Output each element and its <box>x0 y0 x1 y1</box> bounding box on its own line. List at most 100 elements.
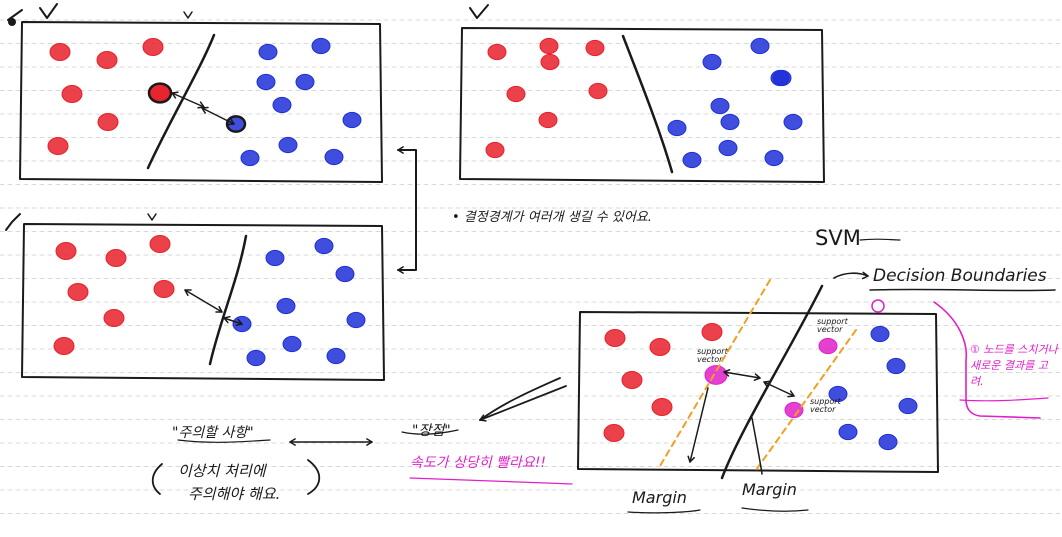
panel-2-blue-point <box>718 139 738 157</box>
panel-3-distance-left <box>184 289 223 313</box>
panel-2-red-point <box>585 39 605 57</box>
panel-1-red-point <box>61 85 83 103</box>
panel-2-red-point <box>588 82 608 100</box>
panel-2-red-point <box>538 111 558 129</box>
panel-3-blue-point <box>346 311 366 329</box>
panel-3-red-point <box>105 249 127 267</box>
panel-1-boundary <box>146 33 216 170</box>
caution-text-1: 이상치 처리에 <box>178 462 266 480</box>
support-vector-bottom <box>784 401 804 419</box>
panel-1-blue-point <box>278 136 298 154</box>
panel-3-blue-point <box>246 349 266 367</box>
panel-1-red-point <box>96 51 118 69</box>
panel-3-frame <box>21 223 385 381</box>
panel-3-red-point <box>103 309 125 327</box>
decision-arrow <box>833 272 869 279</box>
panel-svm-blue-point <box>828 385 848 403</box>
svm-distance-right <box>763 381 795 397</box>
panel-1-checkmark <box>39 3 58 19</box>
panel-svm-blue-point <box>838 423 858 441</box>
caution-title: "주의할 사항" <box>172 425 254 441</box>
panel-3-distance-left-head-end <box>215 305 223 313</box>
panel-3-distance-left-head-start <box>184 289 192 297</box>
advantage-underline-pink <box>409 477 573 485</box>
svm-distance-left-head-end <box>753 373 761 381</box>
panel-3-red-point <box>55 242 77 260</box>
panel-1-blue-point <box>272 96 292 114</box>
panel-2-blue-point <box>764 149 784 167</box>
panel-3-distance-right-head-start <box>223 315 231 324</box>
margin-label-right: Margin <box>742 480 797 499</box>
panel-svm-red-point <box>603 424 625 442</box>
caution-bracket-right <box>307 459 321 495</box>
panel-2-blue-point <box>710 97 730 115</box>
panel-svm-blue-point <box>898 397 918 415</box>
panel-3-blue-point <box>265 249 285 267</box>
panel-bracket <box>397 149 417 271</box>
support-vector-label-bottom: support vector <box>810 397 841 414</box>
panel-bracket-head-top <box>397 146 404 154</box>
panel-1-red-point <box>47 137 69 155</box>
panel-3-red-point <box>67 283 89 301</box>
panel-2-red-point <box>487 43 507 61</box>
panel-1-distance-right <box>201 107 235 125</box>
decision-arrow-head <box>861 271 869 280</box>
panel-1-distance-left <box>171 92 205 108</box>
panel-svm-blue-point <box>886 357 906 375</box>
panel-2-boundary <box>621 34 674 174</box>
support-vector-red <box>704 365 728 385</box>
caution-advantage-arrow-head-end <box>366 438 373 446</box>
advantage-arrow-outer <box>479 385 567 421</box>
panel-svm-red-point <box>701 323 723 341</box>
multiple-boundaries-note: • 결정경계가 여러개 생길 수 있어요. <box>452 210 652 225</box>
panel-2-blue-point <box>772 69 792 87</box>
margin-left-pointer-head <box>687 455 695 463</box>
panel-3-boundary <box>208 234 248 366</box>
svm-title: SVM <box>815 226 861 250</box>
panel-1-distance-right-head-start <box>201 106 209 114</box>
pink-note-bracket <box>933 301 1041 419</box>
margin-label-left: Margin <box>632 488 687 507</box>
panel-svm-red-point <box>651 398 673 416</box>
caution-advantage-arrow-head-start <box>289 438 296 446</box>
panel-2-red-point <box>540 53 560 71</box>
panel-2-red-point <box>506 85 526 103</box>
panel-3-blue-point <box>326 347 346 365</box>
advantage-arrow-head <box>479 414 487 422</box>
panel-3-tick <box>147 213 157 221</box>
panel-1-blue-point <box>295 73 315 91</box>
margin-line-left <box>659 279 771 467</box>
panel-svm-frame <box>577 311 939 473</box>
panel-3-blue-point <box>276 297 296 315</box>
panel-3-red-point <box>153 280 175 298</box>
panel-svm-blue-point <box>870 325 890 343</box>
support-vector-top <box>818 337 838 355</box>
panel-1-red-point <box>97 113 119 131</box>
panel-2-blue-point <box>682 151 702 169</box>
advantage-text: 속도가 상당히 빨라요!! <box>410 455 547 471</box>
svm-boundary <box>720 284 824 480</box>
panel-1-check <box>7 9 23 21</box>
panel-svm-red-point <box>649 338 671 356</box>
panel-2-red-point <box>485 141 505 159</box>
pink-note-underline <box>959 397 1049 402</box>
panel-3-distance-right-head-end <box>235 318 243 327</box>
panel-2-blue-point <box>702 53 722 71</box>
panel-2-frame <box>459 27 825 183</box>
panel-1-blue-point <box>256 73 276 91</box>
caution-bracket-left <box>151 463 163 495</box>
panel-3-blue-point <box>282 335 302 353</box>
margin-right-underline <box>741 507 809 512</box>
panel-svm-blue-point <box>878 433 898 451</box>
advantage-underline <box>401 429 459 435</box>
support-vector-label-top: support vector <box>817 317 848 334</box>
advantage-arrow-inner <box>479 377 561 421</box>
margin-left-underline <box>627 509 701 514</box>
svm-distance-left <box>723 371 761 379</box>
panel-2-blue-point <box>750 37 770 55</box>
panel-2-blue-point <box>720 113 740 131</box>
panel-1-blue-point <box>311 37 331 55</box>
panel-bracket-head-bottom <box>397 266 404 274</box>
caution-text-2: 주의해야 해요. <box>188 485 281 503</box>
